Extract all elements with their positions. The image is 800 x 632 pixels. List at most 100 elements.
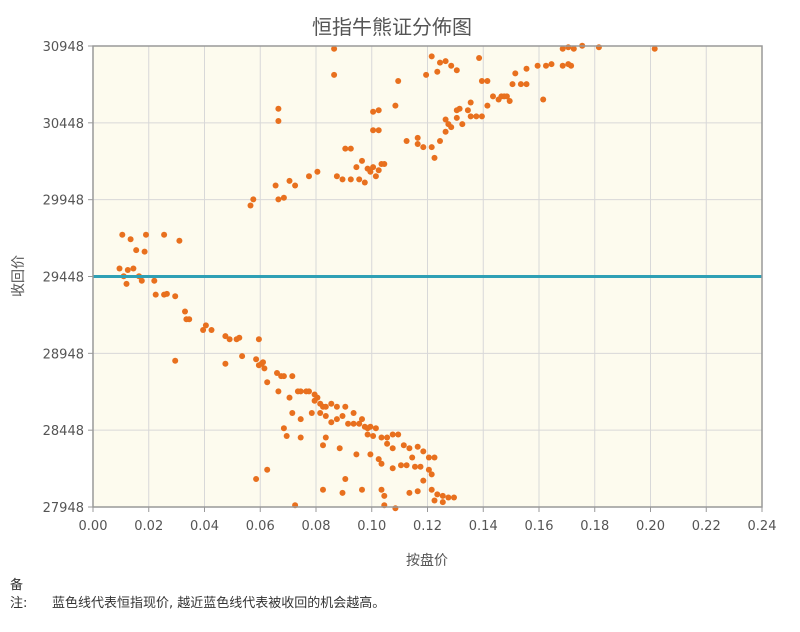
data-point <box>342 476 349 482</box>
data-point <box>506 98 513 104</box>
data-point <box>417 463 424 470</box>
data-point <box>414 141 421 147</box>
x-tick-label: 0.18 <box>580 519 609 534</box>
data-point <box>428 53 435 60</box>
data-point <box>364 425 371 432</box>
x-tick-label: 0.00 <box>79 519 108 534</box>
data-point <box>512 70 519 77</box>
data-point <box>409 454 416 461</box>
data-point <box>272 182 279 189</box>
data-point <box>133 247 140 254</box>
data-point <box>428 471 435 478</box>
data-point <box>364 431 371 438</box>
data-point <box>320 486 326 493</box>
data-point <box>255 336 262 343</box>
data-point <box>331 71 338 78</box>
data-point <box>264 466 271 473</box>
data-point <box>375 127 382 134</box>
data-point <box>456 105 463 112</box>
data-point <box>398 462 404 469</box>
data-point <box>200 327 207 333</box>
data-point <box>328 419 335 426</box>
data-point <box>490 93 496 100</box>
data-point <box>498 93 505 100</box>
data-point <box>280 373 287 380</box>
data-point <box>124 267 131 273</box>
data-point <box>182 308 188 315</box>
y-tick-label: 30448 <box>43 117 84 132</box>
data-point <box>568 62 575 69</box>
data-point <box>253 356 260 363</box>
scatter-chart: 恒指牛熊证分佈图 27948 28448 28948 29448 29948 30448 3… <box>11 15 776 569</box>
data-point <box>431 454 438 461</box>
data-point <box>400 442 407 449</box>
data-point <box>384 434 391 441</box>
data-point <box>339 176 346 183</box>
data-point <box>347 145 354 152</box>
x-tick-label: 0.16 <box>525 519 554 534</box>
data-point <box>322 403 329 410</box>
data-point <box>202 322 209 329</box>
data-point <box>353 164 360 171</box>
data-point <box>595 44 602 51</box>
x-axis-label: 按盘价 <box>406 552 448 569</box>
data-point <box>517 81 524 88</box>
data-point <box>283 433 290 439</box>
data-point <box>414 134 421 141</box>
data-point <box>453 114 460 121</box>
data-point <box>464 107 471 114</box>
data-point <box>503 93 510 100</box>
data-point <box>459 121 466 128</box>
data-point <box>274 370 280 376</box>
data-point <box>375 167 382 174</box>
data-point <box>143 231 149 238</box>
data-point <box>208 327 215 333</box>
data-point <box>226 336 233 343</box>
data-point <box>375 456 382 463</box>
data-point <box>247 202 254 209</box>
data-point <box>292 182 299 189</box>
data-point <box>331 45 338 52</box>
data-point <box>320 442 326 449</box>
data-point <box>261 365 268 372</box>
data-point <box>392 102 399 109</box>
data-point <box>395 78 402 84</box>
data-point <box>484 102 491 109</box>
data-point <box>127 236 134 243</box>
data-point <box>372 425 379 432</box>
data-point <box>342 403 349 410</box>
data-point <box>361 179 368 186</box>
data-point <box>347 176 354 183</box>
data-point <box>428 486 435 493</box>
data-point <box>250 196 257 203</box>
data-point <box>565 44 572 51</box>
data-point <box>275 118 282 124</box>
data-point <box>389 445 396 452</box>
y-tick-label: 29948 <box>43 194 84 209</box>
data-point <box>378 460 385 467</box>
data-point <box>275 196 282 203</box>
data-point <box>336 445 343 452</box>
data-point <box>381 492 388 499</box>
data-point <box>403 138 410 144</box>
data-point <box>559 62 566 69</box>
y-tick-label: 30948 <box>43 40 84 55</box>
data-point <box>151 277 158 284</box>
data-point <box>328 400 335 407</box>
data-point <box>222 360 229 367</box>
data-point <box>451 494 457 501</box>
data-point <box>367 168 374 175</box>
data-point <box>548 61 555 68</box>
x-axis-ticks: 0.00 0.02 0.04 0.06 0.08 0.10 0.12 0.14 0.16 0.18… <box>79 507 776 534</box>
data-point <box>431 497 438 504</box>
data-point <box>384 440 391 447</box>
data-point <box>289 410 296 416</box>
data-point <box>473 113 480 120</box>
data-point <box>359 416 365 423</box>
data-point <box>306 388 312 395</box>
x-tick-label: 0.04 <box>190 519 219 534</box>
data-point <box>130 265 137 272</box>
data-point <box>448 62 455 69</box>
data-point <box>523 81 530 88</box>
data-point <box>289 373 296 380</box>
